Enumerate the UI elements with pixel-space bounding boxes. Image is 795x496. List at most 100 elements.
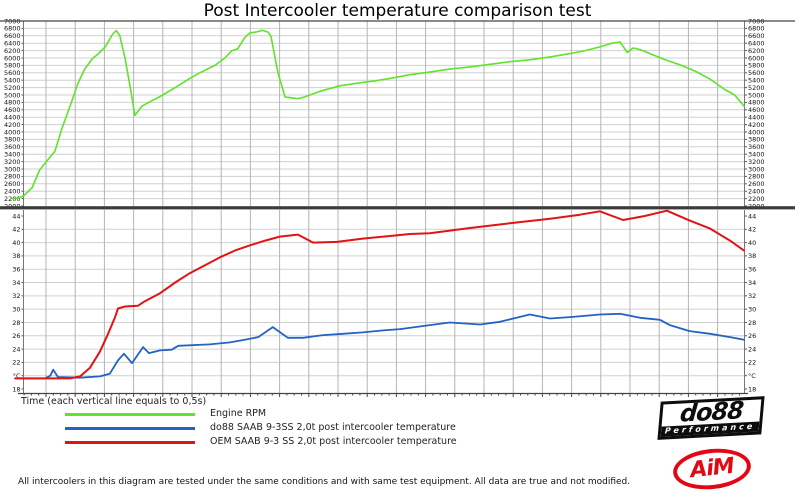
svg-text:2600: 2600 [4,180,21,188]
svg-text:24: 24 [12,345,20,353]
svg-text:4200: 4200 [748,121,765,129]
svg-text:°C: °C [748,372,756,380]
time-axis-ticks [23,393,740,397]
svg-text:40: 40 [12,239,20,247]
svg-text:5400: 5400 [748,77,765,85]
svg-text:2600: 2600 [748,180,765,188]
svg-text:38: 38 [12,252,20,260]
svg-text:3400: 3400 [4,151,21,159]
svg-text:32: 32 [748,292,756,300]
svg-text:4000: 4000 [4,128,21,136]
legend-swatch [65,427,195,430]
svg-text:5000: 5000 [4,91,21,99]
svg-text:5600: 5600 [748,69,765,77]
svg-text:4400: 4400 [748,114,765,122]
svg-text:3600: 3600 [4,143,21,151]
svg-text:3600: 3600 [748,143,765,151]
do88-performance-logo: do88 Performance [657,396,765,440]
svg-text:3800: 3800 [4,136,21,144]
svg-text:5000: 5000 [748,91,765,99]
svg-text:6000: 6000 [748,54,765,62]
svg-text:44: 44 [12,212,20,220]
svg-text:6200: 6200 [4,47,21,55]
legend-label: Engine RPM [210,408,267,419]
legend-label: do88 SAAB 9-3SS 2,0t post intercooler te… [210,422,456,433]
svg-text:6800: 6800 [4,25,21,33]
aim-logo-text: AiM [689,453,735,484]
svg-text:6000: 6000 [4,54,21,62]
svg-text:22: 22 [748,359,756,367]
svg-text:6600: 6600 [748,32,765,40]
svg-text:38: 38 [748,252,756,260]
x-axis-label: Time (each vertical line equals to 0,5s) [21,396,207,407]
svg-text:30: 30 [748,305,756,313]
svg-text:44: 44 [748,212,756,220]
svg-text:6400: 6400 [748,40,765,48]
svg-text:3800: 3800 [748,136,765,144]
svg-text:36: 36 [748,266,756,274]
footer-note: All intercoolers in this diagram are tes… [18,477,631,487]
legend-item: OEM SAAB 9-3 SS 2,0t post intercooler te… [0,436,650,449]
svg-text:3400: 3400 [748,151,765,159]
svg-text:34: 34 [748,279,756,287]
legend-item: do88 SAAB 9-3SS 2,0t post intercooler te… [0,422,650,435]
svg-text:6400: 6400 [4,40,21,48]
svg-text:3000: 3000 [748,165,765,173]
svg-text:3000: 3000 [4,165,21,173]
svg-text:4600: 4600 [4,106,21,114]
svg-text:22: 22 [12,359,20,367]
svg-text:2800: 2800 [748,173,765,181]
svg-text:32: 32 [12,292,20,300]
engine-rpm-gridlines [21,20,747,207]
svg-text:2800: 2800 [4,173,21,181]
oem-temperature-line [14,209,745,380]
svg-text:4600: 4600 [748,106,765,114]
svg-text:34: 34 [12,279,20,287]
svg-text:4400: 4400 [4,114,21,122]
svg-text:40: 40 [748,239,756,247]
svg-text:4800: 4800 [748,99,765,107]
svg-text:4800: 4800 [4,99,21,107]
svg-text:6800: 6800 [748,25,765,33]
svg-text:4200: 4200 [4,121,21,129]
svg-text:5200: 5200 [748,84,765,92]
svg-text:24: 24 [748,345,756,353]
engine-rpm-line [11,29,745,200]
svg-text:3200: 3200 [4,158,21,166]
temperature-gridlines [21,210,747,393]
do88-temperature-line [14,312,745,380]
svg-text:26: 26 [12,332,20,340]
svg-text:42: 42 [12,226,20,234]
svg-text:3200: 3200 [748,158,765,166]
svg-text:2200: 2200 [748,195,765,203]
svg-text:36: 36 [12,266,20,274]
svg-text:5200: 5200 [4,84,21,92]
legend-label: OEM SAAB 9-3 SS 2,0t post intercooler te… [210,436,457,447]
engine-rpm-axis-labels: 2000200022002200240024002600260028002800… [4,17,765,210]
svg-text:5800: 5800 [748,62,765,70]
svg-text:28: 28 [748,319,756,327]
legend-swatch [65,441,195,444]
svg-text:°C: °C [13,372,21,380]
svg-text:5400: 5400 [4,77,21,85]
svg-text:18: 18 [12,385,20,393]
svg-text:2400: 2400 [748,188,765,196]
svg-text:42: 42 [748,226,756,234]
svg-text:18: 18 [748,385,756,393]
temperature-axis-labels: 18 18 °C °C 22 22 24 24 26 26 28 28 30 30 32 32 34 34 36 36… [12,212,756,393]
svg-text:2400: 2400 [4,188,21,196]
panel-separator [0,206,795,210]
svg-text:5600: 5600 [4,69,21,77]
svg-text:4000: 4000 [748,128,765,136]
legend-item: Engine RPM [0,408,650,421]
svg-text:26: 26 [748,332,756,340]
svg-text:6200: 6200 [748,47,765,55]
svg-text:30: 30 [12,305,20,313]
svg-text:6600: 6600 [4,32,21,40]
legend-swatch [65,413,195,416]
svg-text:28: 28 [12,319,20,327]
page-title: Post Intercooler temperature comparison … [203,1,592,21]
svg-text:5800: 5800 [4,62,21,70]
